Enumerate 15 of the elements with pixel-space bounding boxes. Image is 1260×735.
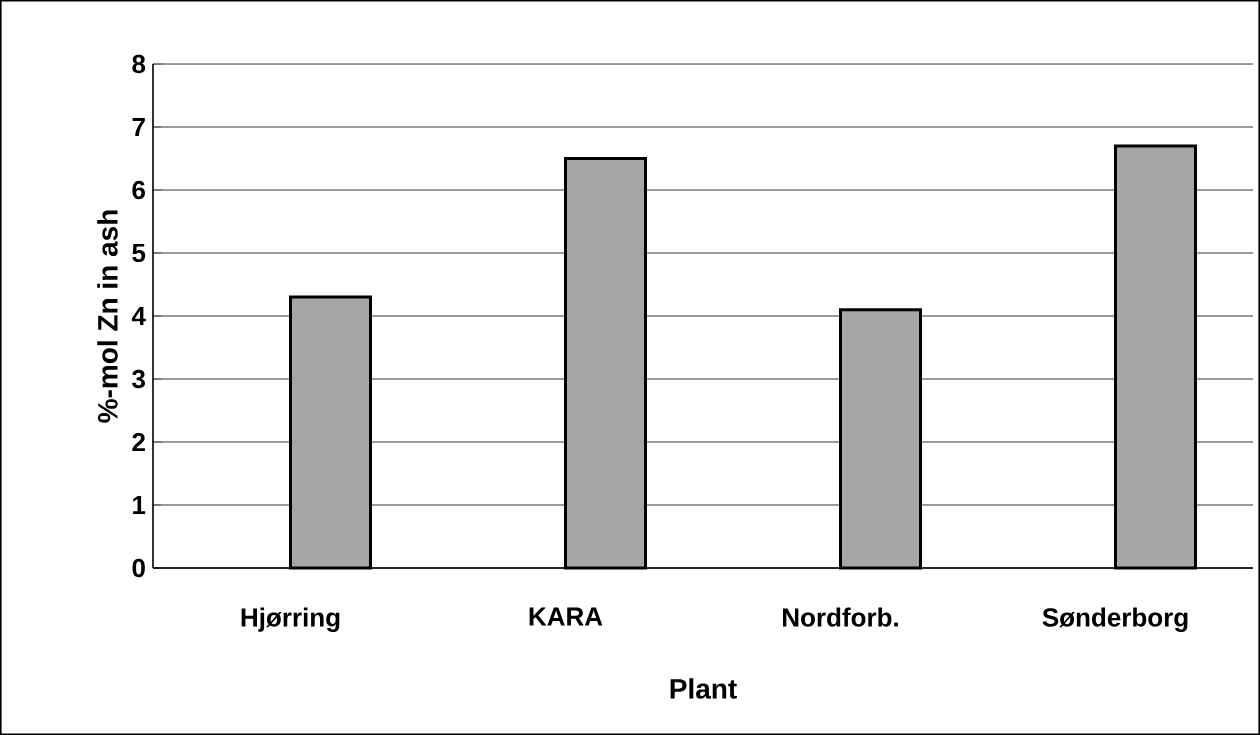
y-axis-title: %-mol Zn in ash: [97, 210, 118, 423]
y-tick-label: 7: [132, 118, 145, 136]
y-tick-label: 1: [133, 496, 146, 514]
x-tick-label: Hjørring: [241, 607, 340, 632]
y-tick-label: 8: [132, 54, 146, 74]
x-tick-label: Sønderborg: [1042, 607, 1188, 632]
y-tick-label: 4: [131, 307, 146, 325]
x-tick-label: KARA: [529, 607, 603, 626]
y-tick-label: 6: [132, 180, 145, 200]
y-tick-label: 2: [132, 432, 145, 452]
y-tick-label: 3: [132, 369, 145, 389]
x-tick-label: Nordforb.: [783, 607, 898, 627]
x-axis-title: Plant: [670, 678, 737, 699]
y-tick-label: 5: [132, 243, 146, 263]
y-tick-label: 0: [132, 558, 145, 578]
